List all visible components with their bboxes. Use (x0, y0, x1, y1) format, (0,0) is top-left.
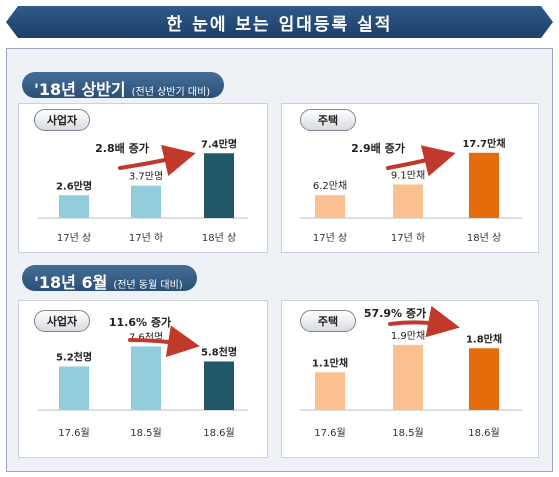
bar (315, 195, 345, 218)
increase-label: 11.6% 증가 (109, 315, 171, 329)
panel-tag-housing: 주택 (300, 109, 356, 131)
bar (131, 185, 161, 218)
bar (469, 348, 499, 410)
increase-arrow (128, 325, 200, 358)
section-subheading: (전년 동월 대비) (113, 280, 183, 291)
bar (59, 195, 89, 218)
category-label: 17년 상 (57, 232, 91, 244)
bar-value-label: 5.2천명 (56, 350, 92, 363)
increase-label: 2.9배 증가 (351, 141, 405, 155)
bar (469, 152, 499, 218)
bar-value-label: 7.4만명 (201, 137, 237, 150)
bar-value-label: 9.1만채 (391, 169, 425, 181)
bar-value-label: 1.8만채 (466, 332, 502, 345)
category-label: 18.6월 (203, 427, 234, 439)
category-label: 17년 상 (313, 232, 347, 244)
panel-tag-business: 사업자 (34, 310, 90, 332)
section-heading: '18년 상반기 (34, 80, 126, 99)
bar (393, 344, 423, 410)
bar-value-label: 1.1만채 (312, 356, 348, 369)
bar (59, 366, 89, 410)
increase-arrow (386, 145, 456, 177)
bar-value-label: 3.7만명 (129, 171, 163, 183)
panel-tag-housing: 주택 (300, 310, 356, 332)
section-header-h1: '18년 상반기 (전년 상반기 대비) (22, 72, 225, 99)
bar-value-label: 6.2만채 (313, 180, 347, 192)
bar-value-label: 5.8천명 (201, 345, 237, 358)
bar (204, 153, 234, 218)
category-label: 18.5월 (130, 427, 161, 439)
category-label: 17.6월 (314, 427, 345, 439)
category-label: 18년 상 (202, 232, 236, 244)
section-heading: '18년 6월 (34, 273, 108, 292)
category-label: 17년 하 (391, 231, 425, 244)
bar-value-label: 2.6만명 (56, 179, 92, 192)
increase-arrow (388, 305, 460, 338)
increase-label: 57.9% 증가 (364, 306, 426, 320)
bar (315, 372, 345, 410)
increase-arrow (118, 144, 196, 177)
section-subheading: (전년 상반기 대비) (131, 87, 211, 98)
bar (393, 184, 423, 218)
bar-value-label: 1.9만채 (391, 330, 425, 342)
category-label: 18.6월 (468, 427, 499, 439)
category-label: 18.5월 (392, 427, 423, 439)
category-label: 17년 하 (129, 231, 163, 244)
increase-label: 2.8배 증가 (95, 141, 149, 155)
bar (131, 346, 161, 410)
bar (204, 361, 234, 410)
section-header-june: '18년 6월 (전년 동월 대비) (22, 265, 197, 292)
category-label: 18년 상 (467, 232, 501, 244)
category-label: 17.6월 (58, 427, 89, 439)
panel-tag-business: 사업자 (34, 109, 90, 131)
page-title: 한 눈에 보는 임대등록 실적 (6, 6, 553, 38)
bar-value-label: 17.7만채 (462, 137, 505, 150)
